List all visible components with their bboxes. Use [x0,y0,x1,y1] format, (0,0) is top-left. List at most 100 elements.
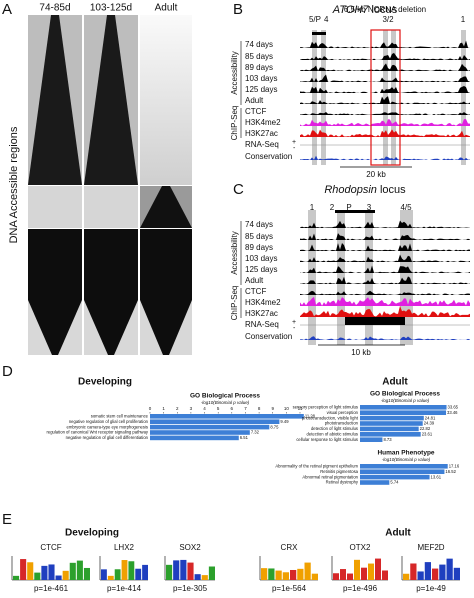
bar [360,474,430,480]
logo-letter [41,565,48,580]
track-label: RNA-Seq [245,320,279,329]
logo-letter [261,568,268,580]
track-label: H3K4me2 [245,298,281,307]
logo-letter [304,562,311,580]
logo-letter [20,559,27,580]
chart-title: GO Biological Process [190,393,260,400]
track-signal [300,155,470,160]
track-signal [300,243,470,251]
site-highlight [365,210,373,345]
site-highlight [312,30,317,165]
section-heading: Developing [65,528,119,539]
track-label: 89 days [245,63,273,72]
locus-word: locus [372,4,398,16]
logo-letter [410,563,417,580]
term-label: Abnormality of the retinal pigment epith… [275,464,358,469]
site-highlight [461,30,466,165]
heatmap-fan [140,229,192,355]
heatmap-fan [84,229,138,355]
heatmap-fan [140,186,192,228]
site-highlight [308,210,316,345]
chart-title: GO Biological Process [370,391,440,398]
track-signal [300,265,470,273]
axis-label: -log10(Binomial p value) [381,398,430,403]
value-label: 24.81 [425,415,436,420]
bar [360,421,423,426]
track-label: Conservation [245,152,292,161]
track-label: 125 days [245,265,277,274]
logo-letter [48,564,55,580]
logo-letter [180,559,187,580]
term-label: detection of abiotic stimulus [307,432,358,437]
motif-name: SOX2 [179,543,201,552]
track-label: Adult [245,96,264,105]
logo-letter [382,570,388,580]
bar [360,415,424,421]
term-label: cellular response to light stimulus [296,437,358,442]
value-label: 24.39 [424,421,435,426]
track-signal [300,296,470,306]
heatmap-column-label: 103-125d [90,3,132,14]
site-label: 4 [324,15,329,24]
x-tick-label: 4 [203,406,206,411]
bar [360,469,445,474]
logo-letter [275,570,282,580]
site-highlight [337,210,345,345]
track-signal [300,254,470,262]
group-label: ChIP-Seq [230,106,239,141]
track-label: 103 days [245,254,277,263]
logo-letter [446,558,453,580]
logo-letter [297,568,304,580]
panel-label: E [2,511,12,528]
axis-label: -log10(Binomial p value) [382,457,431,462]
track-label: 103 days [245,74,277,83]
track-signal [300,276,470,284]
motif-name: MEF2D [417,543,444,552]
logo-letter [347,573,353,580]
logo-letter [34,572,41,580]
heatmap-fan [28,15,82,185]
site-highlight [391,30,396,165]
logo-letter [375,558,381,580]
logo-letter [424,562,431,580]
strand-label: + [292,139,296,146]
locus-title: ATOH7 locus [332,4,398,16]
logo-letter [142,564,148,580]
track-signal [300,52,470,60]
track-signal [300,290,470,295]
bar [360,437,383,442]
bar [360,464,448,469]
track-label: H3K27ac [245,129,278,138]
logo-letter [268,568,275,580]
site-highlight [321,30,326,165]
logo-letter [403,573,410,580]
value-label: 13.61 [431,474,442,479]
track-signal [300,336,470,340]
logo-letter [83,567,90,580]
bar [150,419,280,424]
logo-letter [453,567,460,580]
track-label: 85 days [245,52,273,61]
site-highlight [383,30,388,165]
section-heading: Adult [385,528,411,539]
rna-block [345,317,405,325]
x-tick-label: 1 [162,406,165,411]
motif-name: LHX2 [114,543,135,552]
term-label: phototransduction [325,421,359,426]
logo-letter [282,572,289,580]
x-tick-label: 11 [298,406,303,411]
value-label: 11.28 [305,414,316,419]
x-tick-label: 2 [176,406,179,411]
heatmap-column-label: Adult [155,3,178,14]
track-signal [300,40,470,48]
value-label: 22.82 [420,426,431,431]
site-label: 4/5 [400,203,412,212]
logo-letter [27,562,34,580]
heatmap-block [84,186,138,228]
motif-name: CTCF [40,543,61,552]
scale-label: 10 kb [351,348,371,357]
motif-pvalue: p=1e-305 [173,584,208,593]
track-label: 85 days [245,232,273,241]
logo-letter [107,575,114,580]
